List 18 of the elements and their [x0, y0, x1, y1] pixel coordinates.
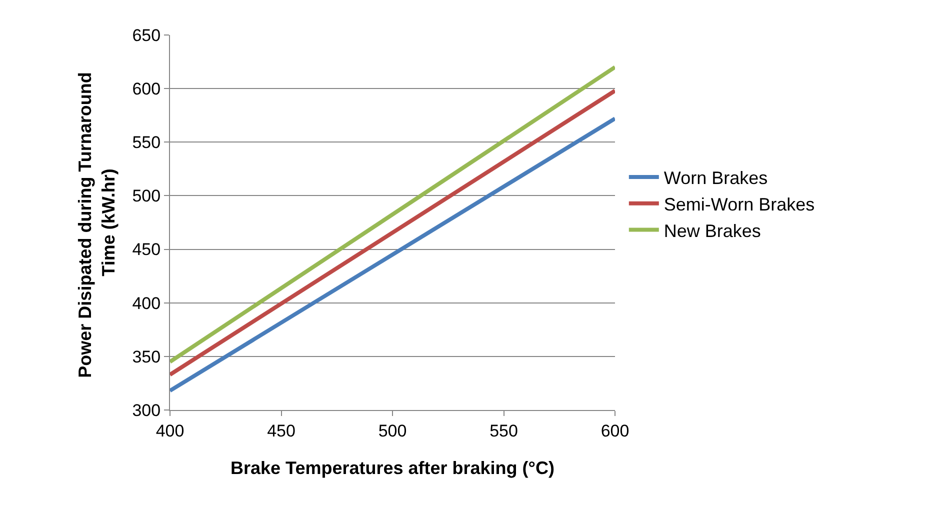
- x-tick-label: 600: [600, 421, 630, 440]
- x-axis-title: Brake Temperatures after braking (°C): [230, 458, 554, 478]
- x-tick-label: 550: [490, 421, 518, 440]
- legend-label: Semi-Worn Brakes: [664, 194, 815, 214]
- y-tick-label: 550: [132, 133, 161, 152]
- y-tick-label: 450: [132, 240, 161, 260]
- y-axis-title: Power Disipated during Turnaround Time (kW.hr): [75, 67, 118, 378]
- y-tick-label: 650: [132, 26, 161, 45]
- legend-label: Worn Brakes: [664, 168, 768, 188]
- x-tick-label: 450: [267, 421, 296, 440]
- y-tick-label: 400: [132, 294, 161, 313]
- legend-label: New Brakes: [664, 220, 761, 241]
- y-tick-label: 350: [132, 347, 161, 366]
- y-tick-label: 300: [132, 400, 161, 420]
- x-tick-label: 400: [156, 421, 184, 440]
- x-tick-label: 500: [378, 421, 407, 440]
- y-tick-label: 500: [132, 186, 161, 206]
- y-tick-label: 600: [132, 80, 161, 99]
